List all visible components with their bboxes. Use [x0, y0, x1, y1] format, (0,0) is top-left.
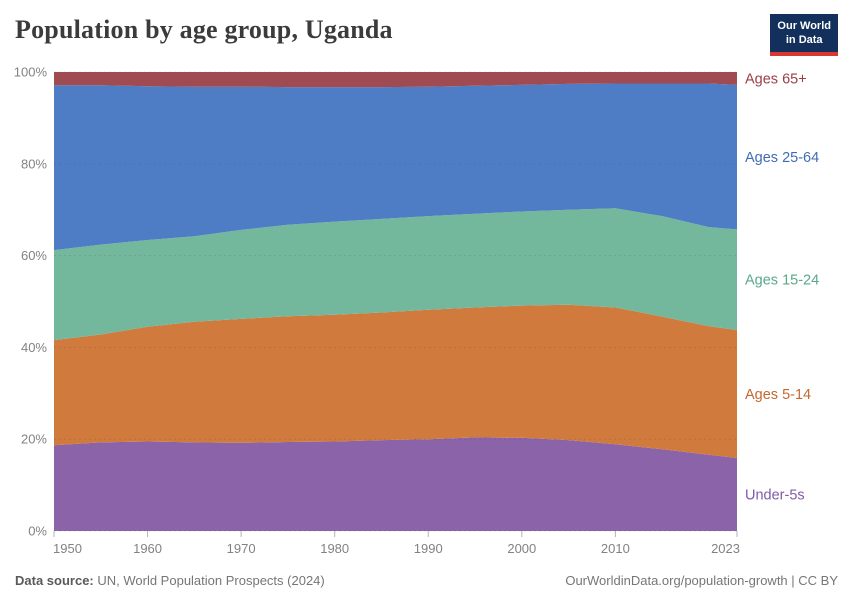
area-under-5s[interactable] [54, 437, 737, 531]
x-axis-label-2023: 2023 [711, 541, 740, 556]
x-axis-label-1980: 1980 [320, 541, 349, 556]
legend-label-ages-5-14[interactable]: Ages 5-14 [745, 387, 811, 403]
owid-logo-line1: Our World [777, 20, 831, 32]
legend-label-ages-25-64[interactable]: Ages 25-64 [745, 150, 819, 166]
owid-logo[interactable]: Our World in Data [770, 14, 838, 56]
area-ages-65[interactable] [54, 72, 737, 88]
area-ages-15-24[interactable] [54, 208, 737, 341]
y-axis-label-0: 0% [28, 524, 47, 539]
x-axis-label-1950: 1950 [53, 541, 82, 556]
area-ages-5-14[interactable] [54, 304, 737, 458]
data-source-note: Data source: UN, World Population Prospe… [15, 573, 325, 588]
legend-label-under-5s[interactable]: Under-5s [745, 488, 805, 504]
x-axis-label-2010: 2010 [601, 541, 630, 556]
y-axis-label-20: 20% [21, 432, 47, 447]
citation-link[interactable]: OurWorldinData.org/population-growth | C… [565, 573, 838, 588]
chart-canvas: 0% 20% 40% 60% 80% 100% 1950 1960 1970 1980 1990 20… [14, 65, 819, 557]
y-axis-label-40: 40% [21, 340, 47, 355]
legend-label-ages-65[interactable]: Ages 65+ [745, 71, 807, 87]
owid-logo-line2: in Data [785, 34, 823, 47]
x-axis-label-1990: 1990 [414, 541, 443, 556]
page-title: Population by age group, Uganda [15, 15, 393, 44]
area-ages-25-64[interactable] [54, 83, 737, 251]
y-axis-label-100: 100% [14, 65, 48, 80]
data-source-label: Data source: [15, 573, 94, 588]
stacked-area-chart: 0% 20% 40% 60% 80% 100% 1950 1960 1970 1980 1990 20… [0, 60, 850, 560]
x-axis-label-2000: 2000 [507, 541, 536, 556]
x-axis-label-1970: 1970 [227, 541, 256, 556]
y-axis-label-60: 60% [21, 248, 47, 263]
legend-label-ages-15-24[interactable]: Ages 15-24 [745, 273, 819, 289]
data-source-text: UN, World Population Prospects (2024) [93, 573, 325, 588]
x-axis-label-1960: 1960 [133, 541, 162, 556]
y-axis-label-80: 80% [21, 156, 47, 171]
